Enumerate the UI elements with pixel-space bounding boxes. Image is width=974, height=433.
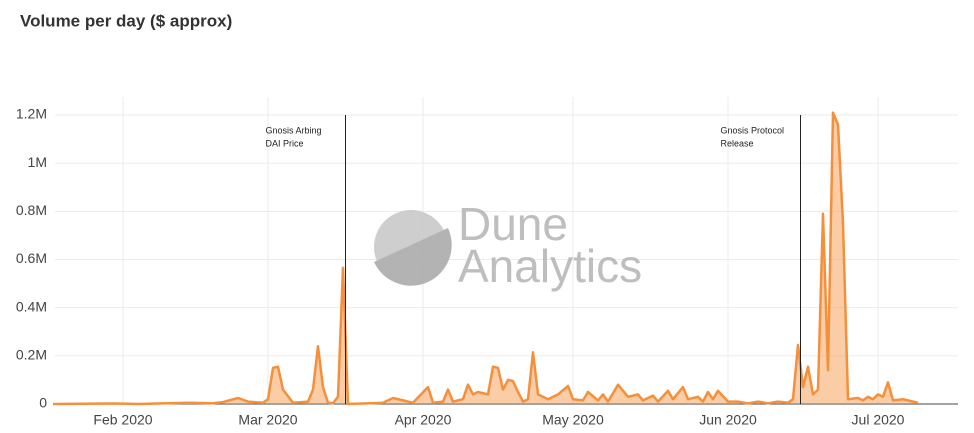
x-tick-label: Jun 2020: [699, 412, 757, 428]
annotation-text: Gnosis Protocol: [721, 125, 785, 135]
x-tick-label: Apr 2020: [395, 412, 452, 428]
y-tick-label: 0.4M: [16, 298, 47, 314]
y-tick-label: 0.6M: [16, 250, 47, 266]
y-tick-label: 0.8M: [16, 202, 47, 218]
x-tick-label: May 2020: [542, 412, 604, 428]
x-tick-label: Feb 2020: [93, 412, 152, 428]
annotation-text: DAI Price: [266, 138, 304, 148]
chart-title: Volume per day ($ approx): [20, 11, 232, 30]
watermark-text: Analytics: [458, 240, 642, 292]
watermark-text: Dune: [458, 198, 568, 250]
x-tick-label: Mar 2020: [238, 412, 297, 428]
y-tick-label: 1M: [28, 154, 47, 170]
area-fill: [53, 112, 918, 404]
annotation-text: Release: [721, 138, 754, 148]
y-tick-label: 0: [39, 395, 47, 411]
annotation-text: Gnosis Arbing: [266, 125, 322, 135]
watermark: Dune Analytics: [374, 198, 642, 292]
area-line: [52, 111, 919, 406]
y-tick-label: 1.2M: [16, 106, 47, 122]
watermark-logo-part: [374, 228, 452, 286]
x-tick-label: Jul 2020: [852, 412, 905, 428]
y-tick-label: 0.2M: [16, 347, 47, 363]
